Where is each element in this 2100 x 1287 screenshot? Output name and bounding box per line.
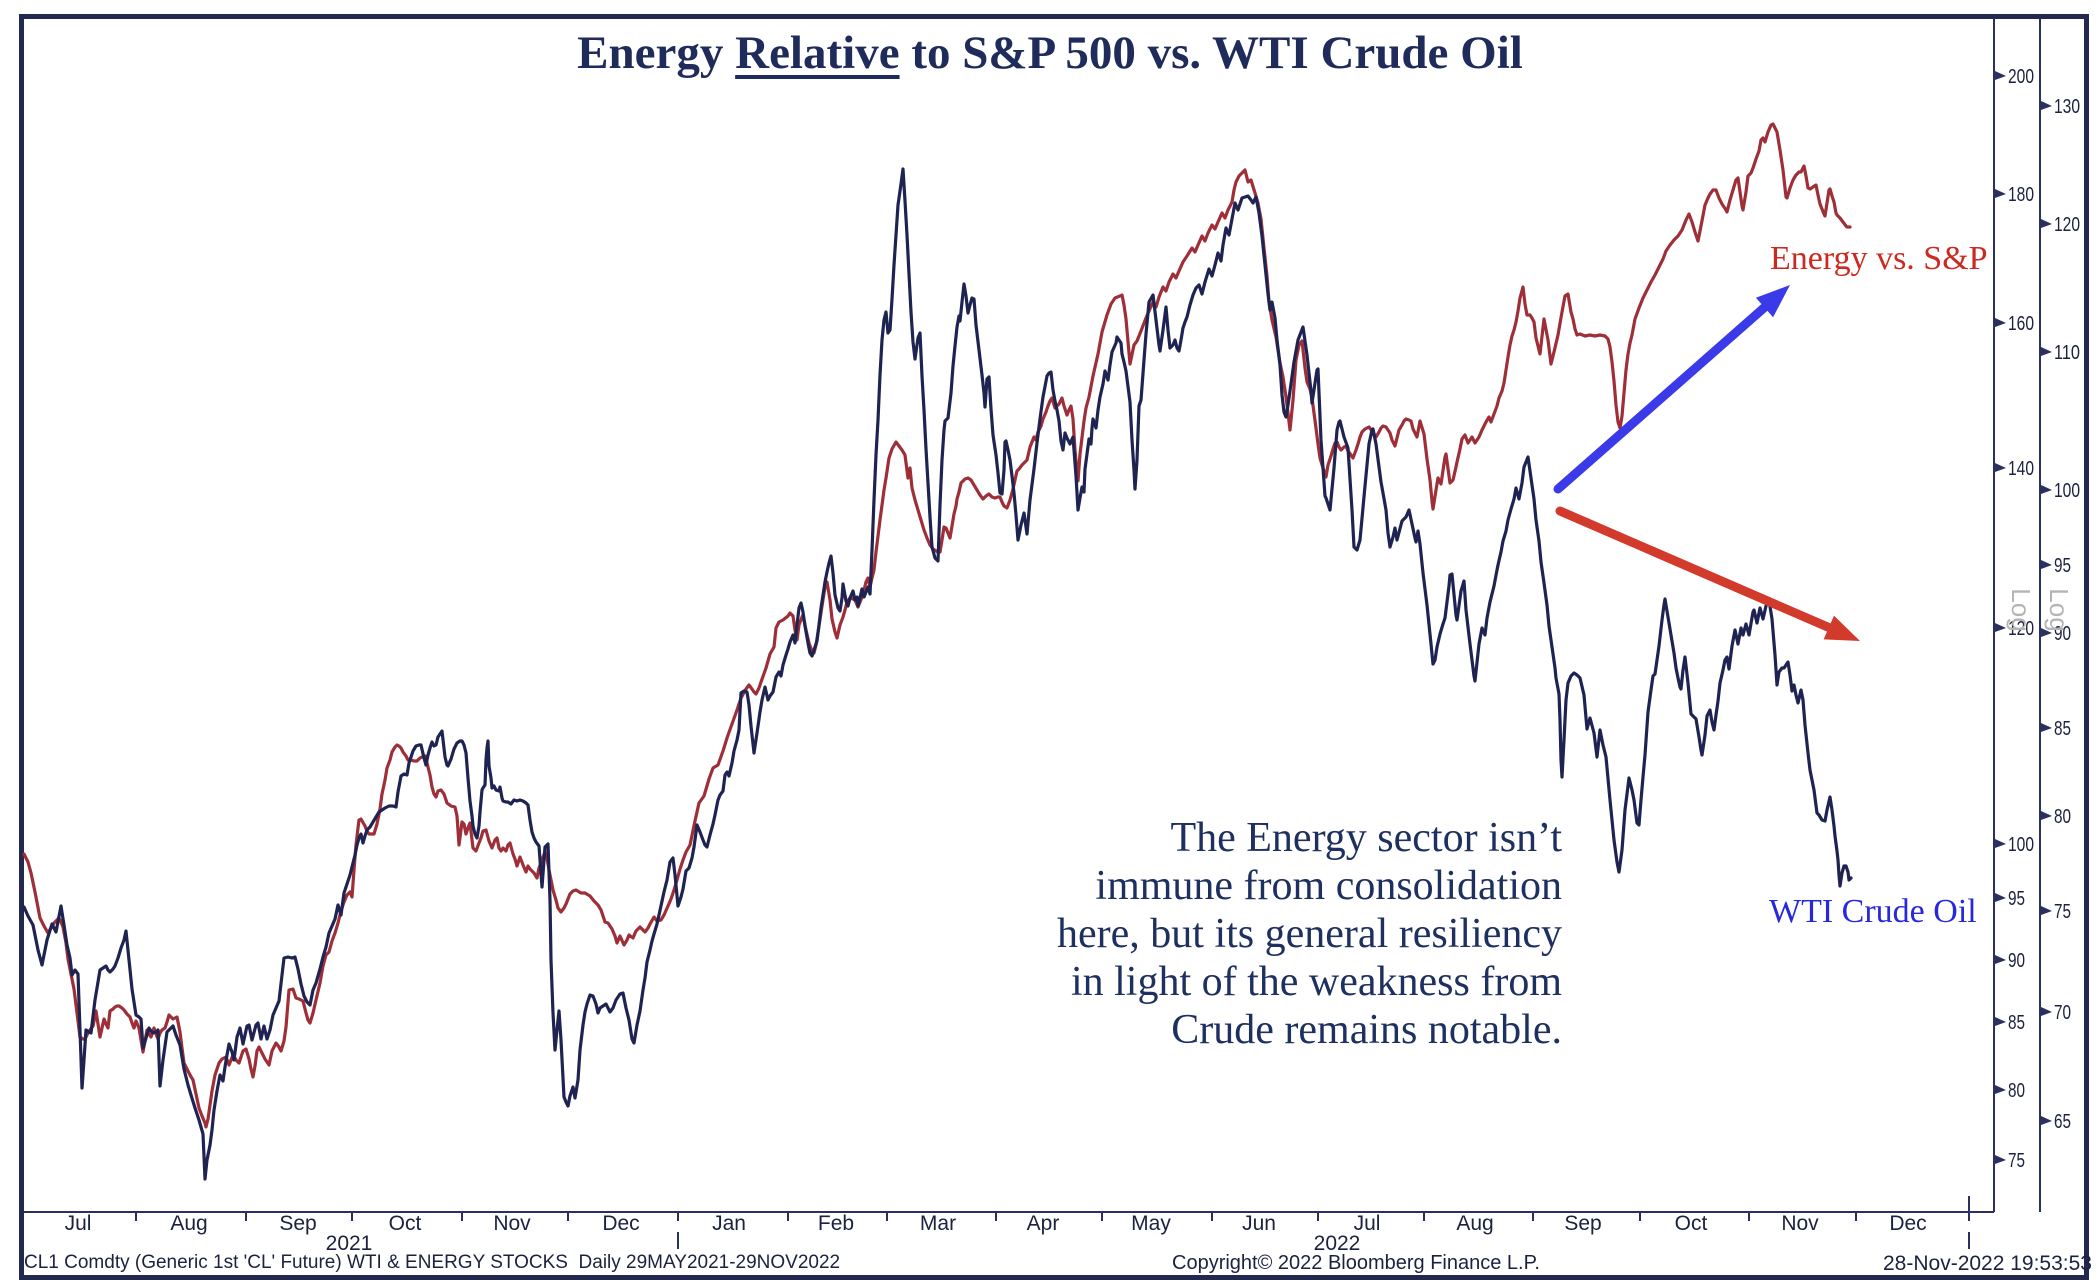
svg-text:Jun: Jun bbox=[1242, 1212, 1276, 1235]
svg-text:85: 85 bbox=[2054, 718, 2071, 740]
svg-text:70: 70 bbox=[2054, 1002, 2071, 1024]
svg-text:100: 100 bbox=[2054, 480, 2080, 502]
svg-text:Aug: Aug bbox=[1456, 1212, 1493, 1235]
svg-text:95: 95 bbox=[2008, 888, 2025, 910]
svg-text:80: 80 bbox=[2054, 806, 2071, 828]
svg-text:Nov: Nov bbox=[493, 1212, 531, 1235]
svg-text:2022: 2022 bbox=[1314, 1232, 1361, 1255]
svg-text:Mar: Mar bbox=[920, 1212, 956, 1235]
svg-text:120: 120 bbox=[2008, 618, 2034, 640]
svg-text:90: 90 bbox=[2054, 623, 2071, 645]
svg-text:100: 100 bbox=[2008, 834, 2034, 856]
svg-text:75: 75 bbox=[2054, 901, 2071, 923]
svg-text:Energy vs. S&P: Energy vs. S&P bbox=[1770, 240, 1988, 277]
svg-text:Oct: Oct bbox=[389, 1212, 422, 1235]
svg-text:Aug: Aug bbox=[170, 1212, 207, 1235]
svg-text:200: 200 bbox=[2008, 66, 2034, 88]
svg-text:Log: Log bbox=[2006, 588, 2036, 631]
svg-text:Log: Log bbox=[2044, 588, 2074, 631]
svg-text:90: 90 bbox=[2008, 950, 2025, 972]
svg-text:Apr: Apr bbox=[1027, 1212, 1060, 1235]
svg-text:Oct: Oct bbox=[1675, 1212, 1708, 1235]
svg-text:75: 75 bbox=[2008, 1150, 2025, 1172]
svg-text:Dec: Dec bbox=[1889, 1212, 1926, 1235]
svg-text:Nov: Nov bbox=[1781, 1212, 1819, 1235]
svg-text:2021: 2021 bbox=[326, 1232, 373, 1255]
svg-text:WTI Crude Oil: WTI Crude Oil bbox=[1769, 893, 1977, 930]
svg-text:Sep: Sep bbox=[1564, 1212, 1601, 1235]
svg-text:May: May bbox=[1131, 1212, 1171, 1235]
svg-text:140: 140 bbox=[2008, 458, 2034, 480]
svg-text:Dec: Dec bbox=[602, 1212, 639, 1235]
svg-text:110: 110 bbox=[2054, 342, 2080, 364]
svg-text:Jan: Jan bbox=[712, 1212, 746, 1235]
svg-text:Feb: Feb bbox=[818, 1212, 854, 1235]
svg-text:160: 160 bbox=[2008, 313, 2034, 335]
svg-text:130: 130 bbox=[2054, 96, 2080, 118]
svg-text:85: 85 bbox=[2008, 1012, 2025, 1034]
svg-text:65: 65 bbox=[2054, 1111, 2071, 1133]
svg-text:80: 80 bbox=[2008, 1080, 2025, 1102]
svg-text:95: 95 bbox=[2054, 555, 2071, 577]
svg-text:Jul: Jul bbox=[1354, 1212, 1381, 1235]
svg-text:Jul: Jul bbox=[65, 1212, 92, 1235]
svg-text:180: 180 bbox=[2008, 184, 2034, 206]
svg-text:120: 120 bbox=[2054, 214, 2080, 236]
svg-text:Sep: Sep bbox=[279, 1212, 316, 1235]
